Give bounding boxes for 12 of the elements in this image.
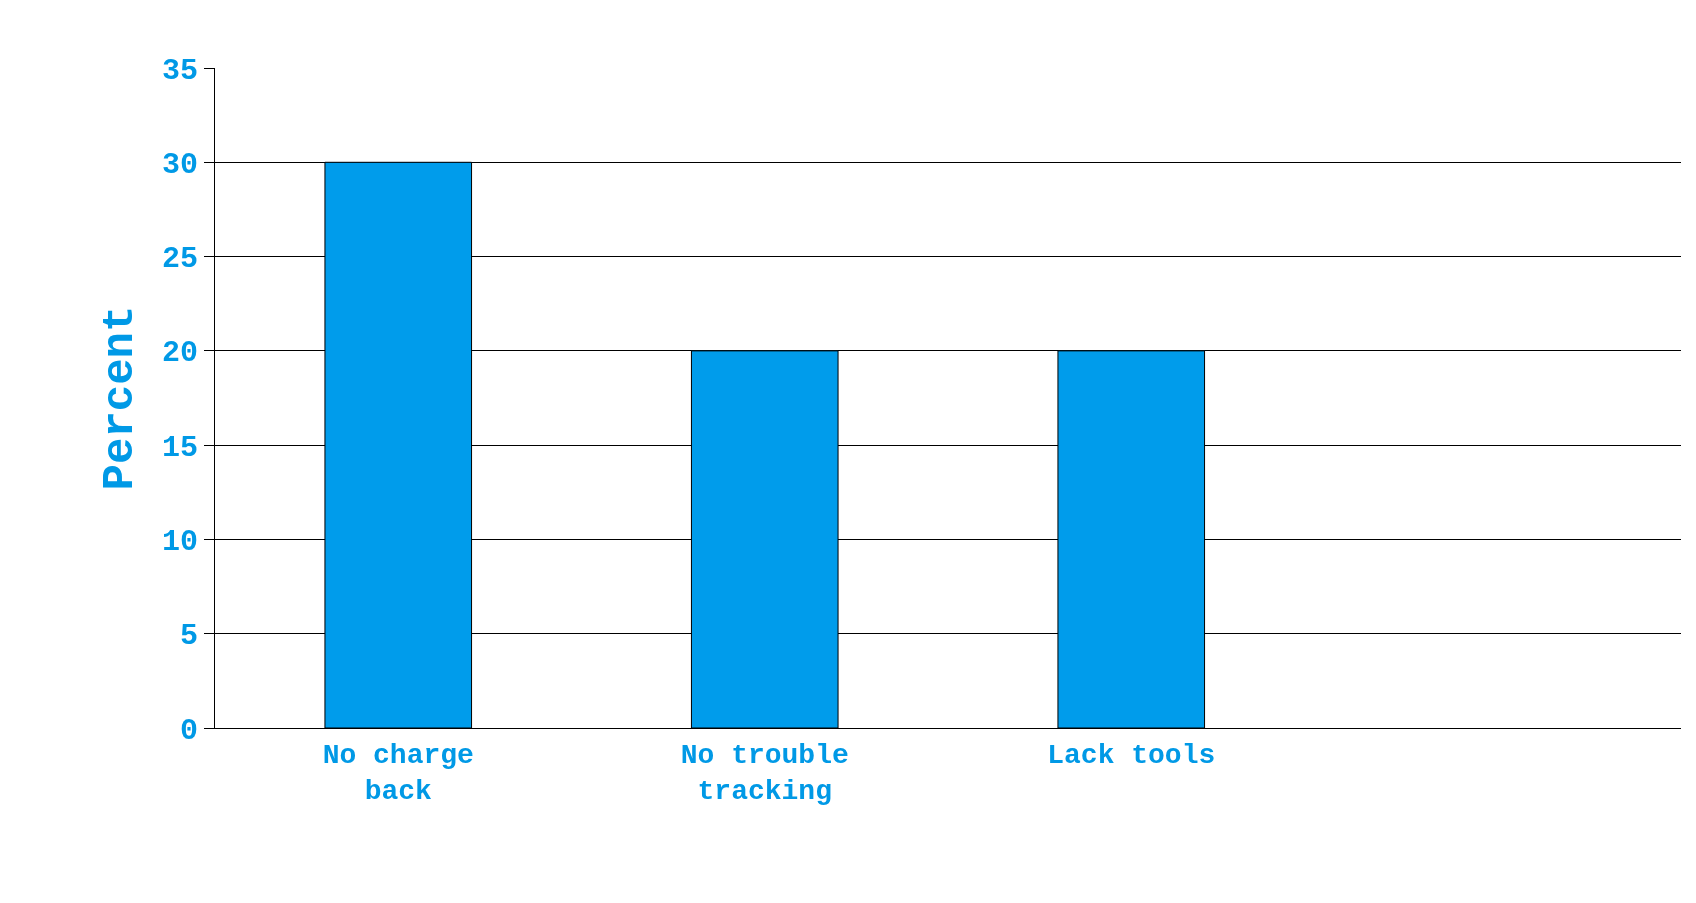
y-tick-label: 35 xyxy=(161,53,198,88)
y-tick-label: 10 xyxy=(161,524,198,559)
y-tick-label: 0 xyxy=(179,713,198,748)
x-tick-label: No trouble tracking xyxy=(680,739,849,807)
y-tick-label: 30 xyxy=(161,147,198,182)
y-tick-label: 5 xyxy=(179,619,198,654)
y-tick-label: 15 xyxy=(161,430,198,465)
y-tick-label: 25 xyxy=(161,242,198,277)
x-tick-label: No charge back xyxy=(322,739,474,807)
y-tick-label: 20 xyxy=(161,336,198,371)
y-axis-title: Percent xyxy=(95,305,146,491)
x-tick-label: Lack tools xyxy=(1047,739,1216,771)
